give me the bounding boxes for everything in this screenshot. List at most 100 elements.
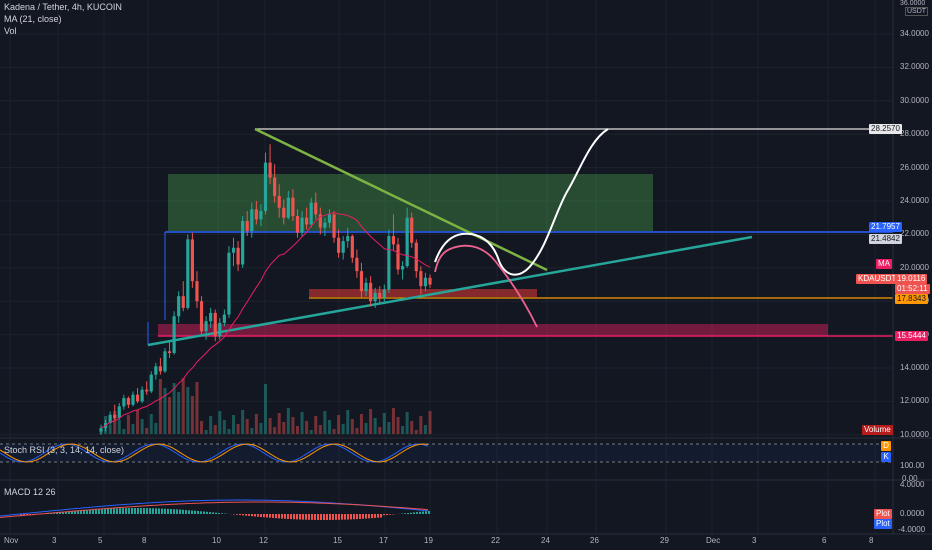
candle-body bbox=[314, 202, 318, 215]
macd-histogram-bar bbox=[53, 512, 55, 514]
candle-body bbox=[423, 277, 428, 287]
candle-body bbox=[323, 222, 327, 228]
macd-histogram-bar bbox=[248, 514, 250, 516]
candle-body bbox=[373, 292, 377, 302]
macd-histogram-bar bbox=[131, 508, 133, 514]
time-axis-label: 10 bbox=[212, 536, 221, 545]
candle-body bbox=[245, 221, 249, 232]
candle-body bbox=[341, 241, 345, 253]
candle-body bbox=[410, 217, 414, 243]
time-axis-label: 12 bbox=[259, 536, 268, 545]
volume-bar bbox=[218, 411, 222, 434]
volume-bar bbox=[337, 415, 341, 434]
macd-histogram-bar bbox=[212, 512, 214, 514]
volume-bar bbox=[318, 425, 322, 434]
macd-histogram-bar bbox=[134, 508, 136, 514]
macd-histogram-bar bbox=[320, 514, 322, 520]
volume-bar bbox=[168, 397, 172, 434]
price-tag-15-54: 15.5444 bbox=[895, 331, 928, 341]
candle-body bbox=[346, 236, 350, 242]
macd-histogram-bar bbox=[428, 510, 430, 514]
macd-histogram-bar bbox=[188, 510, 190, 514]
macd-histogram-bar bbox=[104, 508, 106, 514]
macd-histogram-bar bbox=[20, 514, 22, 516]
candle-body bbox=[190, 239, 194, 282]
time-axis-label: 8 bbox=[869, 536, 874, 545]
price-axis-label: 34.0000 bbox=[900, 29, 929, 38]
macd-histogram-bar bbox=[95, 509, 97, 514]
macd-histogram-bar bbox=[62, 511, 64, 514]
macd-histogram-bar bbox=[59, 512, 61, 514]
volume-tag: Volume bbox=[862, 425, 893, 435]
ascending-trendline bbox=[147, 235, 753, 347]
macd-histogram-bar bbox=[269, 514, 271, 518]
volume-bar bbox=[282, 422, 286, 434]
volume-bar bbox=[195, 382, 199, 434]
stoch-k-tag: K bbox=[881, 452, 891, 462]
volume-bar bbox=[405, 412, 409, 434]
indicator-panes bbox=[0, 443, 893, 520]
macd-histogram-bar bbox=[137, 508, 139, 514]
macd-histogram-bar bbox=[179, 509, 181, 514]
macd-histogram-bar bbox=[416, 512, 418, 514]
volume-bar bbox=[254, 414, 258, 434]
chart-title[interactable]: Kadena / Tether, 4h, KUCOIN bbox=[4, 2, 122, 12]
volume-bar bbox=[241, 410, 245, 434]
volume-bar bbox=[177, 392, 181, 434]
volume-bar bbox=[414, 430, 418, 434]
time-axis-label: 3 bbox=[752, 536, 757, 545]
macd-histogram-bar bbox=[281, 514, 283, 519]
macd-histogram-bar bbox=[152, 508, 154, 514]
macd-histogram-bar bbox=[371, 514, 373, 519]
candle-body bbox=[300, 217, 304, 233]
macd-histogram-bar bbox=[278, 514, 280, 519]
time-axis-label: 15 bbox=[333, 536, 342, 545]
time-axis-label: 5 bbox=[98, 536, 103, 545]
price-axis-label: 14.0000 bbox=[900, 363, 929, 372]
stoch-rsi-legend[interactable]: Stoch RSI (3, 3, 14, 14, close) bbox=[4, 445, 125, 455]
candle-body bbox=[213, 312, 217, 337]
volume-bar bbox=[200, 421, 204, 434]
candle-body bbox=[259, 211, 263, 220]
macd-histogram-bar bbox=[335, 514, 337, 520]
candle-body bbox=[117, 406, 121, 419]
volume-bar bbox=[291, 417, 295, 434]
stoch-axis-100: 100.00 bbox=[900, 461, 925, 470]
price-axis-label: 20.0000 bbox=[900, 262, 929, 272]
macd-histogram-bar bbox=[254, 514, 256, 517]
time-axis-label: 29 bbox=[660, 536, 669, 545]
macd-histogram-bar bbox=[245, 514, 247, 516]
stoch-band bbox=[0, 444, 893, 462]
ma-legend[interactable]: MA (21, close) bbox=[4, 14, 62, 24]
macd-legend[interactable]: MACD 12 26 bbox=[4, 487, 56, 497]
volume-bar bbox=[213, 425, 217, 434]
macd-histogram-bar bbox=[263, 514, 265, 518]
volume-bar bbox=[373, 418, 377, 434]
macd-axis-minus4: -4.0000 bbox=[898, 525, 926, 534]
macd-histogram-bar bbox=[260, 514, 262, 518]
macd-histogram-bar bbox=[386, 514, 388, 515]
candle-body bbox=[158, 366, 163, 372]
candle-body bbox=[368, 282, 373, 302]
macd-signal-line bbox=[0, 501, 429, 518]
price-tag-17-83: 17.8343 bbox=[895, 294, 928, 304]
macd-histogram-bar bbox=[374, 514, 376, 518]
macd-histogram-bar bbox=[86, 509, 88, 514]
macd-histogram-bar bbox=[353, 514, 355, 520]
macd-histogram-bar bbox=[422, 511, 424, 514]
currency-symbol[interactable]: USDT bbox=[905, 7, 929, 16]
macd-histogram-bar bbox=[407, 512, 409, 514]
time-axis-label: Dec bbox=[706, 536, 721, 545]
vol-legend[interactable]: Vol bbox=[4, 26, 17, 36]
macd-histogram-bar bbox=[410, 512, 412, 514]
candle-body bbox=[209, 312, 213, 322]
candle-body bbox=[99, 428, 103, 432]
candle-body bbox=[241, 221, 245, 265]
macd-histogram-bar bbox=[116, 508, 118, 514]
macd-histogram-bar bbox=[251, 514, 253, 517]
time-axis-label: 22 bbox=[491, 536, 500, 545]
volume-bar bbox=[423, 425, 427, 434]
candle-body bbox=[263, 162, 268, 212]
volume-bar bbox=[113, 411, 117, 434]
